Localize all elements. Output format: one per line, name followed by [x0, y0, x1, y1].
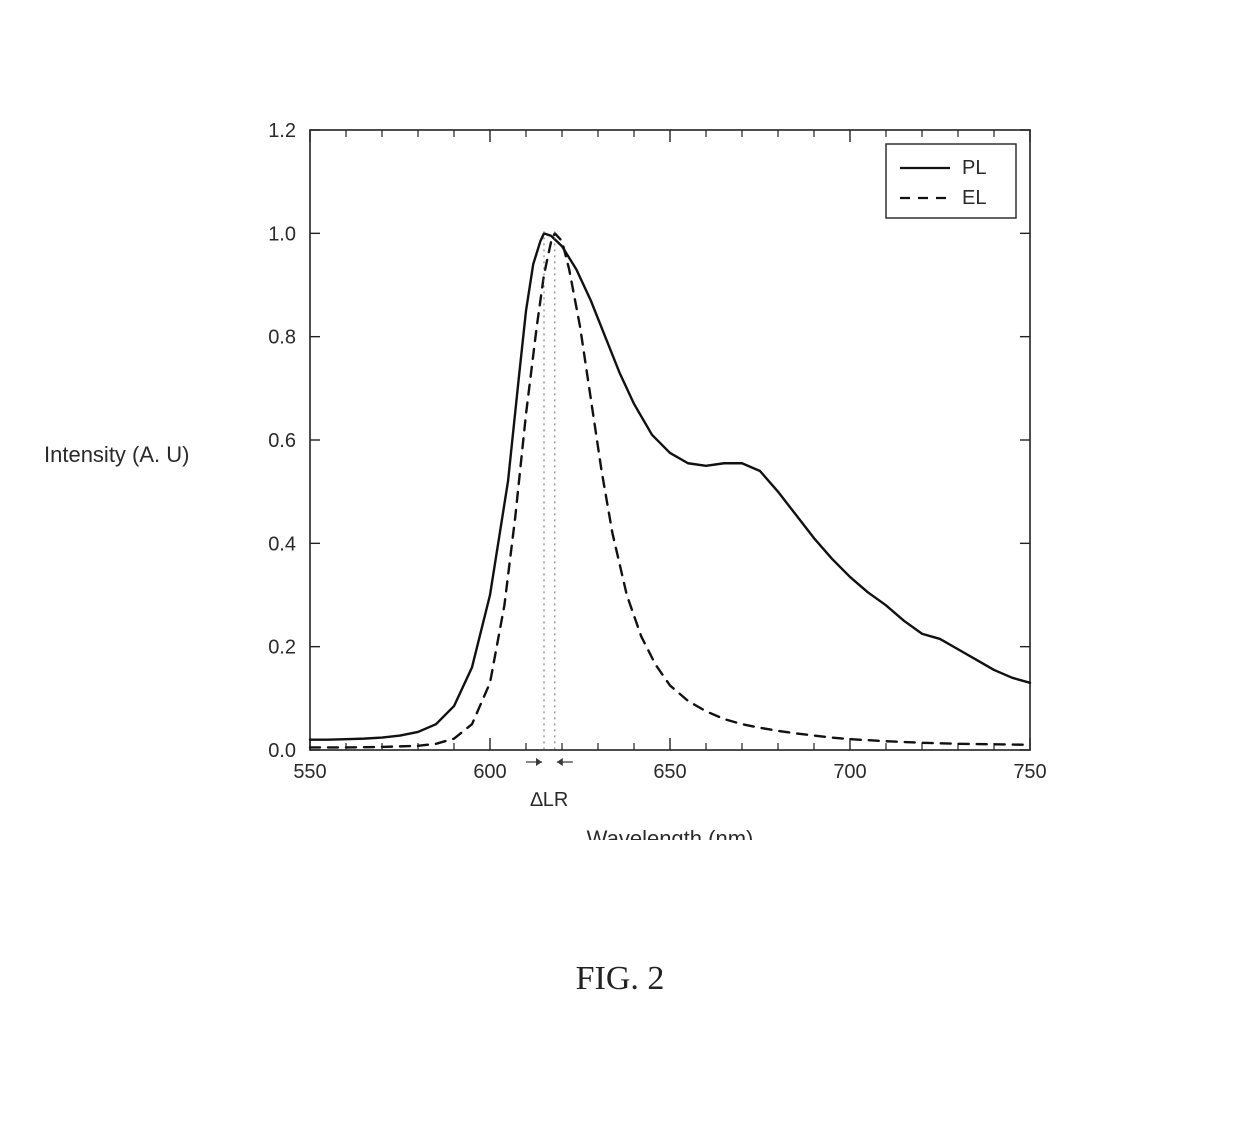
legend-label: PL: [962, 157, 986, 179]
y-tick-label: 1.0: [268, 223, 296, 245]
x-tick-label: 650: [653, 761, 686, 783]
legend-box: [886, 144, 1016, 218]
y-tick-label: 0.4: [268, 533, 296, 555]
x-tick-label: 600: [473, 761, 506, 783]
delta-arrowhead-right: [557, 758, 563, 766]
y-tick-label: 0.2: [268, 637, 296, 659]
series-el: [310, 233, 1030, 747]
x-axis-title: Wavelength (nm): [587, 826, 754, 840]
x-tick-label: 700: [833, 761, 866, 783]
delta-arrowhead-left: [536, 758, 542, 766]
delta-lr-label: ∆LR: [530, 789, 568, 811]
y-axis-title: Intensity (A. U): [44, 442, 189, 468]
y-tick-label: 0.0: [268, 740, 296, 762]
spectrum-chart: 0.0 0.2 0.4 0.6 0.8 1.0 1.2 550 600 650 700 750 Wave…: [230, 100, 1060, 840]
y-tick-label: 0.8: [268, 327, 296, 349]
figure-caption: FIG. 2: [0, 960, 1240, 998]
plot-border: [310, 130, 1030, 750]
x-tick-label: 550: [293, 761, 326, 783]
y-tick-label: 1.2: [268, 120, 296, 142]
legend-label: EL: [962, 187, 986, 209]
series-pl: [310, 233, 1030, 739]
y-tick-label: 0.6: [268, 430, 296, 452]
x-tick-label: 750: [1013, 761, 1046, 783]
